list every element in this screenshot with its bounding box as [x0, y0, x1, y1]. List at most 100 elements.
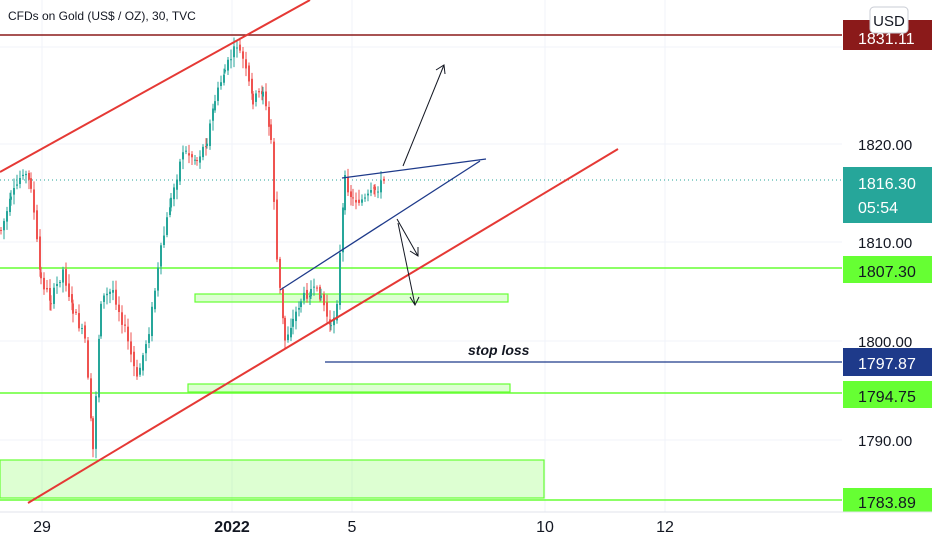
candle-body [109, 291, 111, 294]
candle-body [92, 418, 94, 450]
price-badge-stop-text: 1797.87 [858, 356, 916, 373]
y-axis[interactable]: 1820.00 1810.00 1800.00 1790.00 [858, 137, 912, 450]
candle-body [130, 341, 132, 355]
candle-body [380, 180, 382, 193]
candle-body [50, 303, 52, 305]
price-badge-1807: 1807.30 [843, 256, 932, 283]
countdown-text: 05:54 [858, 200, 898, 217]
candle-body [230, 59, 232, 61]
candle-body [377, 191, 379, 193]
candle-body [316, 287, 318, 289]
candle-body [358, 199, 360, 203]
candle-body [370, 190, 372, 193]
candle-body [214, 101, 216, 111]
candle-body [196, 160, 198, 162]
candle-body [224, 69, 226, 72]
x-axis[interactable]: 29 2022 5 10 12 [33, 519, 674, 536]
candle-body [56, 283, 58, 287]
candle-body [306, 289, 308, 299]
candle-body [78, 313, 80, 329]
candle-body [355, 199, 357, 203]
candle-body [273, 141, 275, 202]
candle-body [25, 173, 27, 176]
candle-body [265, 91, 267, 107]
candle-body [239, 44, 241, 51]
candle-body [127, 326, 129, 342]
candlestick-series [0, 37, 385, 459]
candle-body [367, 193, 369, 196]
candle-body [170, 197, 172, 208]
candle-body [251, 78, 253, 94]
candle-body [276, 199, 278, 260]
candle-body [173, 187, 175, 200]
candle-body [9, 198, 11, 213]
support-zone-low[interactable] [187, 383, 511, 393]
candle-body [112, 289, 114, 293]
wedge-upper-line[interactable] [341, 158, 487, 179]
candle-body [191, 154, 193, 158]
wedge-pattern [279, 158, 487, 291]
candle-body [139, 367, 141, 375]
candle-body [242, 51, 244, 59]
candle-body [309, 295, 311, 298]
candle-body [90, 378, 92, 419]
price-badge-current: 1816.30 05:54 [843, 167, 932, 223]
support-zone-mid[interactable] [194, 293, 509, 303]
y-tick-label: 1820.00 [858, 137, 912, 154]
candle-body [352, 197, 354, 199]
candle-body [361, 199, 363, 203]
x-tick-label: 5 [348, 519, 357, 536]
candle-body [350, 191, 352, 198]
price-badge-1807-text: 1807.30 [858, 264, 916, 281]
candle-body [290, 327, 292, 338]
x-tick-label: 29 [33, 519, 51, 536]
candle-body [75, 311, 77, 313]
current-price-text: 1816.30 [858, 176, 916, 193]
candle-body [154, 290, 156, 310]
support-zone-bottom[interactable] [0, 459, 545, 499]
candle-body [28, 173, 30, 180]
candle-body [236, 47, 238, 49]
price-badge-1794: 1794.75 [843, 381, 932, 408]
candle-body [103, 295, 105, 302]
arrow-up[interactable] [402, 64, 446, 167]
price-badge-bottom-text: 1783.89 [858, 495, 916, 512]
candle-body [148, 334, 150, 343]
wedge-lower-line[interactable] [279, 160, 481, 291]
candle-body [292, 318, 294, 327]
candle-body [252, 93, 254, 105]
stop-loss-label: stop loss [468, 342, 530, 358]
candle-body [220, 82, 222, 87]
candle-body [364, 197, 366, 199]
candle-body [199, 156, 201, 163]
candle-body [59, 282, 61, 284]
currency-button[interactable]: USD [869, 6, 909, 34]
horizontal-levels [0, 34, 842, 501]
candle-body [84, 325, 86, 339]
x-tick-label: 2022 [214, 519, 250, 536]
candle-body [227, 59, 229, 71]
candle-body [255, 93, 257, 102]
candle-body [284, 317, 286, 341]
candle-body [124, 324, 126, 326]
candle-body [245, 59, 247, 69]
candle-body [179, 161, 181, 182]
candle-body [0, 229, 2, 231]
arrow-down-right[interactable] [396, 218, 419, 257]
candle-body [95, 396, 97, 449]
candle-body [136, 367, 138, 377]
candle-body [258, 91, 260, 93]
price-badge-stop: 1797.87 [843, 348, 932, 376]
candle-body [212, 108, 214, 121]
channel-upper-line[interactable] [0, 0, 311, 173]
candle-body [188, 153, 190, 156]
arrow-down[interactable] [397, 222, 420, 307]
candle-body [320, 295, 322, 298]
candle-body [6, 211, 8, 222]
channel-lower-line[interactable] [27, 148, 619, 504]
candle-body [36, 210, 38, 240]
candle-body [202, 146, 204, 158]
candle-body [43, 277, 45, 290]
